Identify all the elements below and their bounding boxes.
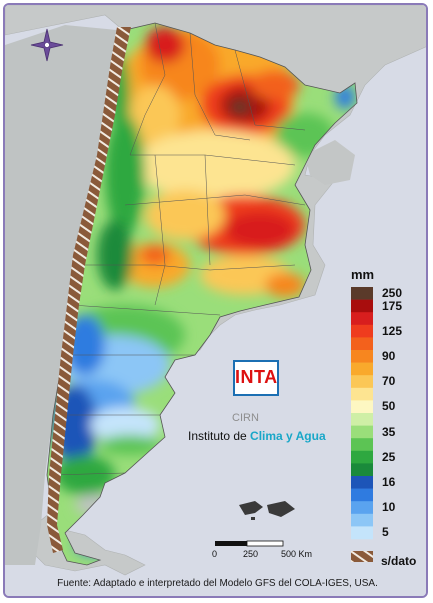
malvinas-islands xyxy=(239,501,295,520)
scale-start: 0 xyxy=(212,549,218,559)
legend-tick-label: 35 xyxy=(382,424,396,439)
legend-swatch xyxy=(351,362,373,376)
institute-prefix: Instituto de xyxy=(188,429,251,443)
map-frame: INTA CIRN Instituto de Clima y Agua mm 2… xyxy=(3,3,428,598)
legend-swatch xyxy=(351,501,373,515)
legend-nodata-swatch xyxy=(351,551,373,562)
scale-mid: 250 xyxy=(243,549,259,559)
institute-highlight: Clima y Agua xyxy=(250,429,326,443)
nodata-andes xyxy=(47,27,131,553)
legend-swatch xyxy=(351,324,373,338)
legend-swatch xyxy=(351,463,373,477)
legend-swatch xyxy=(351,425,373,439)
legend-unit: mm xyxy=(351,267,375,282)
legend-swatches xyxy=(351,287,373,562)
nodata-label: s/dato xyxy=(381,554,417,568)
source-note: Fuente: Adaptado e interpretado del Mode… xyxy=(57,578,378,589)
scale-end: 500 Km xyxy=(281,549,313,559)
institute-name: Instituto de Clima y Agua xyxy=(188,429,326,443)
legend-tick-label: 16 xyxy=(382,475,396,489)
legend-swatch xyxy=(351,438,373,452)
scale-bar xyxy=(215,540,284,547)
legend-swatch xyxy=(351,337,373,351)
legend-swatch xyxy=(351,387,373,401)
legend-swatch xyxy=(351,375,373,389)
legend-tick-label: 10 xyxy=(382,500,396,515)
legend-tick-label: 50 xyxy=(382,399,396,414)
legend-swatch xyxy=(351,400,373,414)
province-borders xyxy=(48,22,306,476)
argentina-outline xyxy=(46,22,358,566)
legend-tick-label: 5 xyxy=(382,525,389,540)
uruguay-land xyxy=(305,140,355,185)
legend-swatch xyxy=(351,488,373,502)
legend-tick-label: 70 xyxy=(382,374,396,389)
legend-swatch xyxy=(351,287,373,300)
legend-swatch xyxy=(351,526,373,540)
inta-logo: INTA xyxy=(233,360,279,396)
inta-logo-text: INTA xyxy=(235,367,278,387)
legend-tick-label: 25 xyxy=(382,449,396,464)
legend-tick-label: 175 xyxy=(382,298,403,313)
legend-swatch xyxy=(351,350,373,363)
chile-coast xyxy=(5,25,117,565)
legend-swatch xyxy=(351,450,373,464)
legend-tick-label: 125 xyxy=(382,323,403,338)
legend-swatch xyxy=(351,476,373,489)
legend-tick-label: 90 xyxy=(382,349,396,363)
cirn-label: CIRN xyxy=(232,412,259,424)
compass-icon xyxy=(30,28,64,62)
legend-tick-label: 250 xyxy=(382,286,403,300)
legend-swatch xyxy=(351,299,373,313)
legend-swatch xyxy=(351,312,373,326)
legend-swatch xyxy=(351,513,373,527)
precipitation-map xyxy=(5,5,426,596)
legend-swatch xyxy=(351,413,373,426)
